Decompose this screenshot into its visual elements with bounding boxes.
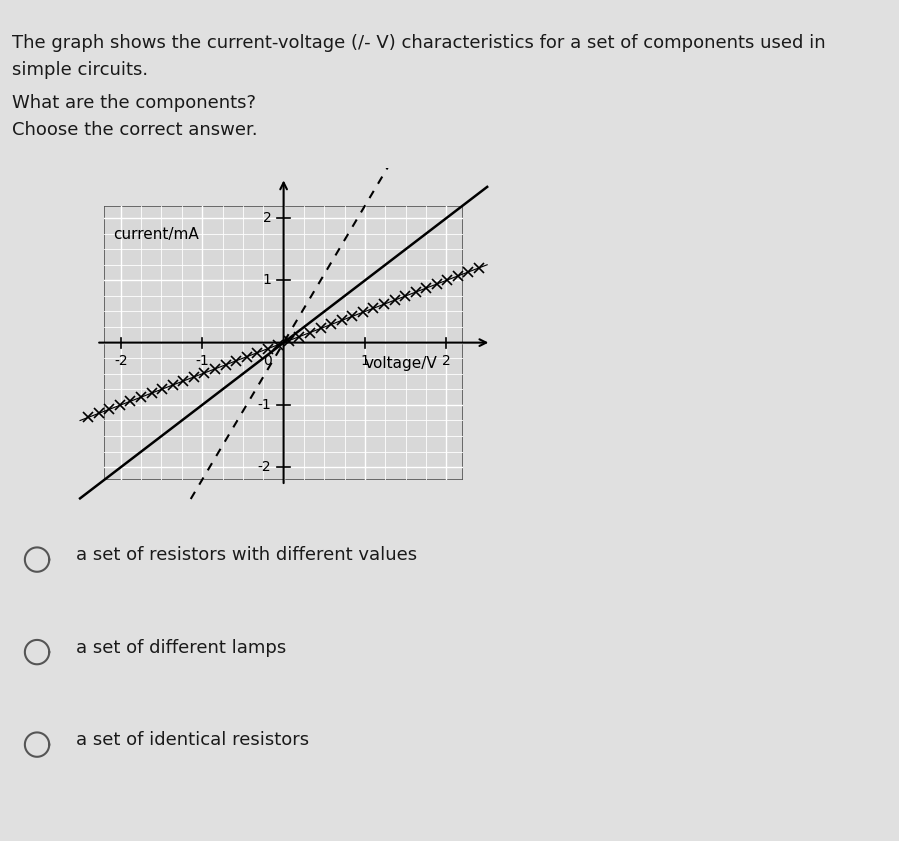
Text: -2: -2 (258, 460, 271, 474)
Bar (463, 168, 503, 505)
Bar (72, 168, 503, 205)
Text: a set of resistors with different values: a set of resistors with different values (76, 546, 417, 564)
Text: simple circuits.: simple circuits. (12, 61, 147, 78)
Text: 1: 1 (360, 354, 369, 368)
Bar (72, 479, 503, 505)
Bar (104, 205, 463, 479)
Text: Choose the correct answer.: Choose the correct answer. (12, 121, 257, 139)
Text: voltage/V: voltage/V (365, 357, 438, 372)
Text: 1: 1 (263, 273, 271, 288)
Text: -2: -2 (114, 354, 128, 368)
Text: -1: -1 (258, 398, 271, 412)
Text: 0: 0 (263, 354, 271, 368)
Text: 2: 2 (263, 211, 271, 225)
Text: a set of identical resistors: a set of identical resistors (76, 731, 309, 749)
Text: What are the components?: What are the components? (12, 94, 255, 112)
Text: 2: 2 (442, 354, 450, 368)
Text: a set of different lamps: a set of different lamps (76, 638, 287, 657)
Bar (72, 168, 104, 505)
Text: current/mA: current/mA (112, 227, 199, 242)
Text: The graph shows the current-voltage (/- V) characteristics for a set of componen: The graph shows the current-voltage (/- … (12, 34, 825, 51)
Text: -1: -1 (195, 354, 209, 368)
